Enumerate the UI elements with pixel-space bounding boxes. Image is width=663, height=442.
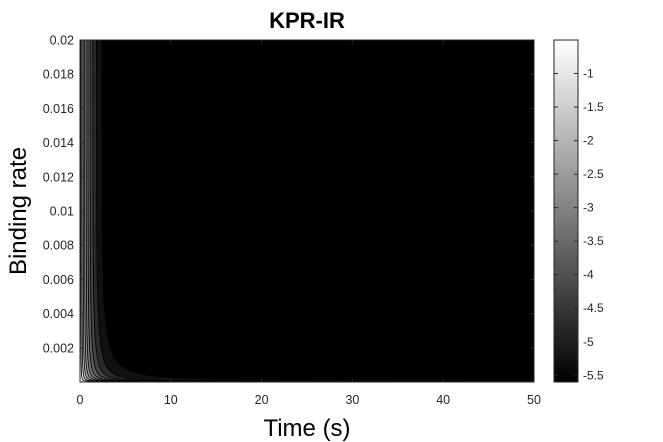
chart-title: KPR-IR	[269, 8, 345, 33]
colorbar-tick-label: -5.5	[583, 368, 604, 382]
x-tick-label: 10	[164, 393, 178, 407]
y-tick-label: 0.018	[43, 68, 74, 82]
colorbar-ticks: -1 -1.5 -2 -2.5 -3 -3.5 -4 -4.5 -5 -5.5	[554, 67, 604, 382]
x-axis-ticks: 0 10 20 30 40 50	[77, 40, 541, 407]
x-tick-label: 40	[436, 393, 450, 407]
x-tick-label: 0	[77, 393, 84, 407]
y-axis-ticks: 0.002 0.004 0.006 0.008 0.01 0.012 0.014 0.016 0…	[43, 34, 534, 355]
y-tick-label: 0.014	[43, 136, 74, 150]
colorbar-tick-label: -1	[583, 67, 594, 81]
colorbar-gradient	[554, 40, 578, 382]
colorbar-tick-label: -5	[583, 335, 594, 349]
contour-band	[101, 40, 534, 381]
colorbar-frame	[553, 39, 579, 383]
y-tick-label: 0.01	[50, 205, 74, 219]
y-axis-label: Binding rate	[5, 147, 32, 275]
x-tick-label: 50	[527, 393, 541, 407]
contour-line	[84, 40, 161, 382]
plot-area	[79, 39, 535, 383]
colorbar-tick-label: -2	[583, 134, 594, 148]
x-axis-label: Time (s)	[263, 415, 350, 442]
colorbar-tick-label: -2.5	[583, 167, 604, 181]
colorbar-tick-label: -3	[583, 201, 594, 215]
y-tick-label: 0.012	[43, 170, 74, 184]
contour-line	[101, 40, 534, 381]
contour-line	[89, 40, 274, 382]
y-tick-label: 0.002	[43, 341, 74, 355]
contour-line	[92, 40, 341, 382]
y-tick-label: 0.008	[43, 239, 74, 253]
colorbar-tick-label: -4	[583, 268, 594, 282]
y-tick-label: 0.02	[50, 34, 74, 48]
x-tick-label: 20	[255, 393, 269, 407]
colorbar: -1 -1.5 -2 -2.5 -3 -3.5 -4 -4.5 -5 -5.5	[553, 39, 604, 383]
contour-line	[87, 40, 227, 382]
contour-line	[85, 40, 191, 382]
y-tick-label: 0.006	[43, 273, 74, 287]
contour-fills	[80, 40, 534, 382]
colorbar-tick-label: -3.5	[583, 234, 604, 248]
contour-lines	[80, 40, 534, 382]
contour-line	[95, 40, 456, 382]
colorbar-tick-label: -1.5	[583, 100, 604, 114]
y-tick-label: 0.004	[43, 307, 74, 321]
x-tick-label: 30	[345, 393, 359, 407]
y-tick-label: 0.016	[43, 102, 74, 116]
colorbar-tick-label: -4.5	[583, 301, 604, 315]
